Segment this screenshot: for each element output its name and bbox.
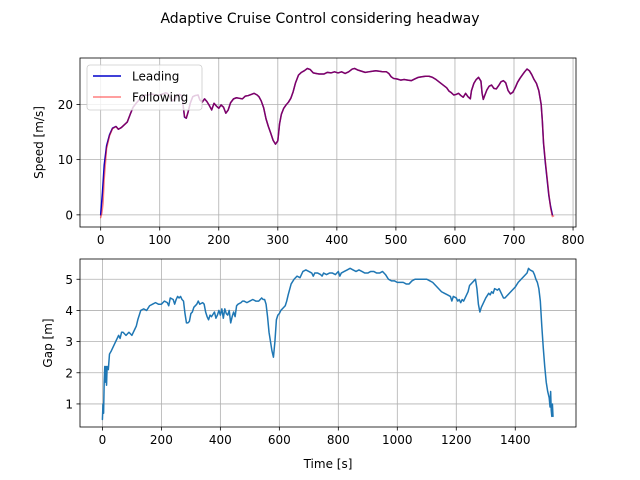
gap-lines (101, 267, 554, 421)
gap-series-line (101, 267, 554, 421)
speed-ytick-label: 0 (65, 208, 73, 222)
speed-xtick-label: 0 (97, 233, 105, 247)
gap-ylabel: Gap [m] (41, 318, 55, 367)
gap-xlabel: Time [s] (303, 457, 353, 471)
speed-ticks: 0 100 200 300 400 500 600 700 800 0 10 20 (58, 98, 585, 247)
gap-xtick-label: 200 (150, 433, 173, 447)
gap-xtick-label: 1400 (500, 433, 531, 447)
speed-xtick-label: 800 (562, 233, 585, 247)
gap-xtick-label: 1000 (382, 433, 413, 447)
legend-label-following: Following (132, 91, 188, 105)
gap-xtick-label: 400 (209, 433, 232, 447)
figure-title: Adaptive Cruise Control considering head… (160, 11, 479, 27)
gap-axes-frame (79, 258, 577, 428)
gap-ytick-label: 1 (65, 397, 73, 411)
gap-xtick-label: 800 (327, 433, 350, 447)
gap-grid (80, 259, 576, 427)
speed-ytick-label: 10 (58, 153, 73, 167)
speed-ylabel: Speed [m/s] (32, 106, 46, 179)
speed-legend: Leading Following (86, 64, 203, 111)
speed-xtick-label: 600 (443, 233, 466, 247)
speed-axes: 0 100 200 300 400 500 600 700 800 0 10 20 Speed [m/… (32, 57, 585, 247)
speed-xtick-label: 700 (503, 233, 526, 247)
speed-xtick-label: 200 (207, 233, 230, 247)
speed-xtick-label: 400 (325, 233, 348, 247)
legend-label-leading: Leading (132, 70, 179, 84)
gap-xtick-label: 1200 (441, 433, 472, 447)
gap-ytick-label: 4 (65, 304, 73, 318)
speed-xtick-label: 300 (266, 233, 289, 247)
speed-axes-frame (79, 57, 577, 228)
gap-ticks: 0 200 400 600 800 1000 1200 1400 1 2 3 4 5 (65, 273, 530, 447)
gap-ytick-label: 5 (65, 273, 73, 287)
gap-xtick-label: 600 (268, 433, 291, 447)
speed-ytick-label: 20 (58, 98, 73, 112)
gap-ytick-label: 3 (65, 335, 73, 349)
speed-xtick-label: 100 (148, 233, 171, 247)
speed-xtick-label: 500 (384, 233, 407, 247)
gap-axes: 0 200 400 600 800 1000 1200 1400 1 2 3 4 5 Gap [m] T… (41, 258, 577, 471)
gap-xtick-label: 0 (99, 433, 107, 447)
gap-ytick-label: 2 (65, 366, 73, 380)
